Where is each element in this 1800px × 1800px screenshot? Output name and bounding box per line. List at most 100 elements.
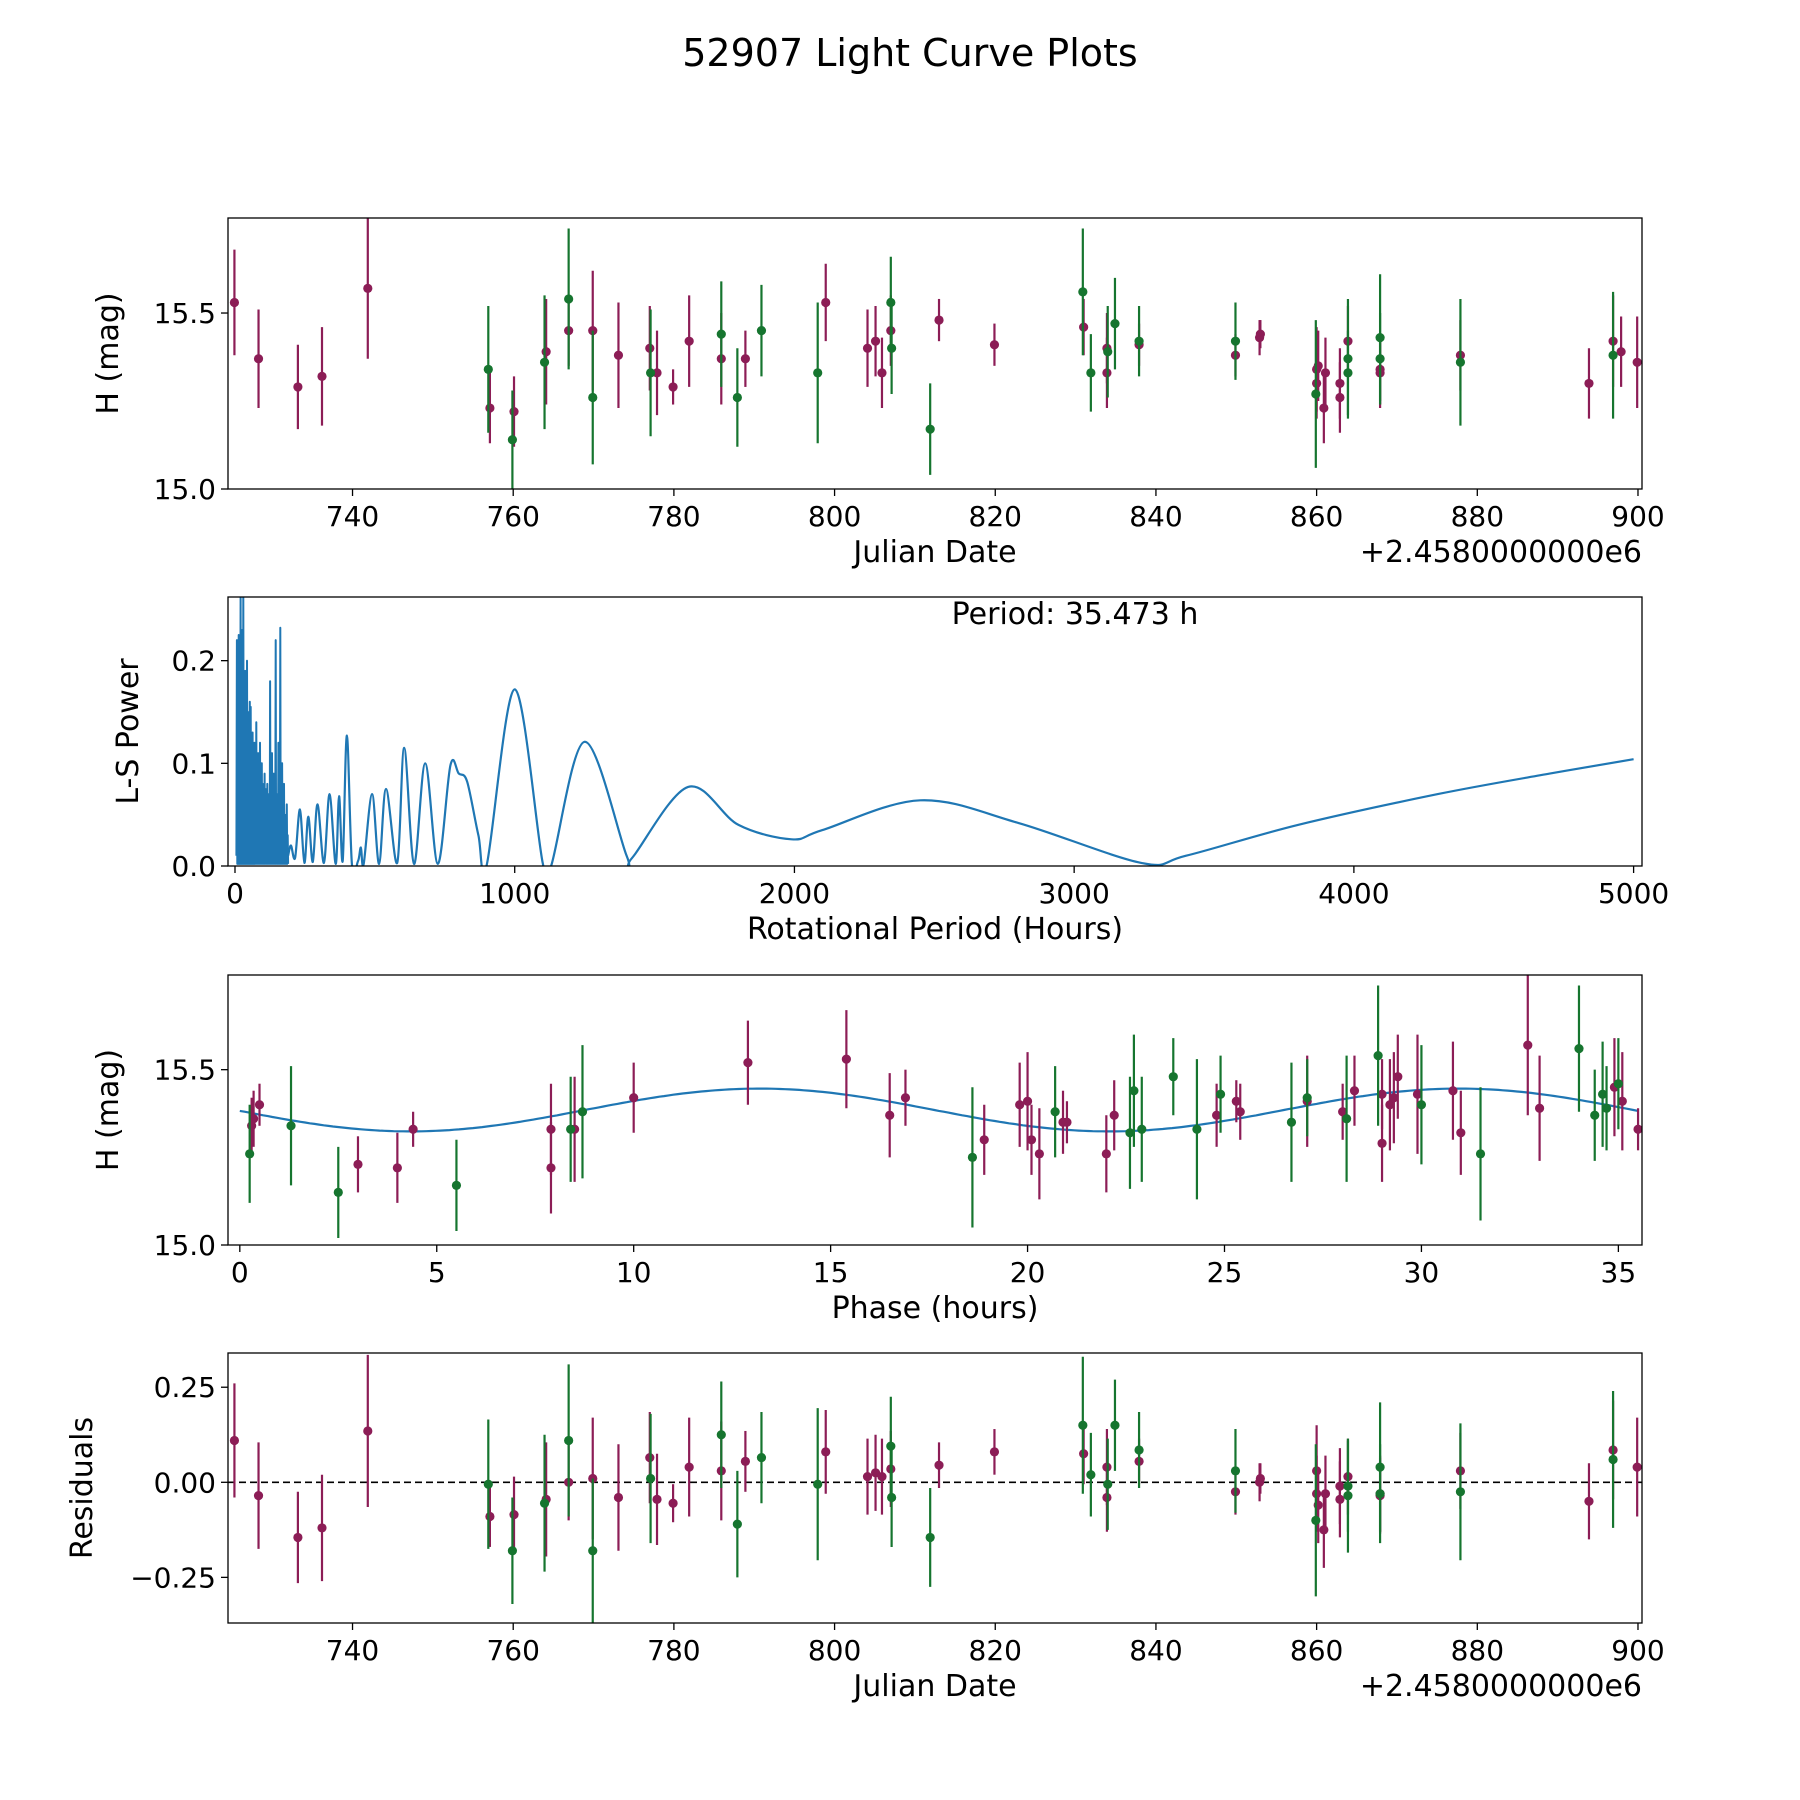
periodogram-short-period-spikes <box>235 597 290 865</box>
x-tick-label: 760 <box>486 500 539 533</box>
data-point <box>989 1447 1000 1457</box>
data-point <box>509 406 519 417</box>
phased-axes-frame <box>227 974 1643 1246</box>
lightcurve-plot-area <box>229 218 1642 489</box>
data-point <box>1598 1089 1608 1099</box>
data-point <box>539 357 550 367</box>
data-point <box>1385 1100 1395 1110</box>
x-tick-label: 880 <box>1451 1634 1504 1667</box>
data-point <box>1377 1138 1387 1148</box>
y-tick-label: 0.1 <box>171 747 216 780</box>
data-point <box>1455 357 1466 367</box>
data-point <box>253 1491 264 1501</box>
x-tick-label: 2000 <box>759 877 830 910</box>
data-point <box>1215 1089 1226 1099</box>
data-point <box>588 392 598 403</box>
x-tick-label: 740 <box>326 1634 379 1667</box>
data-point <box>629 1093 639 1103</box>
data-point <box>821 1447 831 1457</box>
data-point <box>934 315 944 325</box>
data-point <box>1412 1089 1423 1099</box>
data-point <box>1320 368 1331 378</box>
data-point <box>756 326 767 336</box>
data-point <box>1616 347 1626 357</box>
data-point <box>1235 1107 1245 1117</box>
residuals-plot-area <box>228 1354 1642 1623</box>
y-axis-label: H (mag) <box>91 292 126 414</box>
data-point <box>507 435 518 445</box>
residuals-axes-frame <box>227 1352 1643 1624</box>
data-point <box>254 1100 265 1110</box>
data-point <box>363 1426 373 1436</box>
data-point <box>249 1114 259 1124</box>
data-point <box>740 1456 750 1466</box>
data-point <box>1110 318 1120 329</box>
data-point <box>1103 1479 1113 1489</box>
data-point <box>1343 368 1353 378</box>
data-point <box>317 1523 327 1533</box>
data-point <box>1349 1086 1360 1096</box>
x-axis-label: Julian Date <box>851 535 1016 570</box>
lightcurve-panel: 740 760 780 800 820 840 860 880 900 15.0 15.5 Julia… <box>91 217 1665 570</box>
data-point <box>684 1462 694 1472</box>
data-point <box>1086 368 1096 378</box>
data-point <box>229 297 240 308</box>
data-point <box>1341 1114 1352 1124</box>
residuals-panel: 740 760 780 800 820 840 860 880 900 −0.25 0.00 0.25… <box>65 1352 1665 1704</box>
data-point <box>870 336 881 346</box>
data-point <box>1335 392 1345 403</box>
data-point <box>1230 1466 1241 1476</box>
y-tick-label: 15.5 <box>154 297 216 330</box>
data-point <box>989 340 1000 350</box>
data-point <box>900 1093 911 1103</box>
y-tick-label: 15.0 <box>154 473 216 506</box>
data-point <box>1338 1107 1348 1117</box>
data-point <box>740 354 750 364</box>
data-point <box>684 336 694 346</box>
data-point <box>333 1187 343 1198</box>
data-point <box>925 424 935 434</box>
data-point <box>732 1519 742 1529</box>
data-point <box>245 1149 255 1159</box>
x-tick-label: 20 <box>1010 1256 1046 1289</box>
data-point <box>1632 1462 1642 1472</box>
data-point <box>1377 1089 1387 1099</box>
x-tick-label: 780 <box>647 500 700 533</box>
data-point <box>877 1471 887 1482</box>
data-point <box>1534 1103 1545 1113</box>
data-point <box>577 1107 588 1117</box>
data-point <box>353 1159 363 1169</box>
phased-plot-area <box>239 975 1642 1238</box>
data-point <box>756 1452 767 1463</box>
data-point <box>1086 1470 1096 1480</box>
x-tick-label: 30 <box>1404 1256 1440 1289</box>
x-axis-label: Rotational Period (Hours) <box>747 912 1123 947</box>
data-point <box>967 1152 978 1162</box>
x-offset-label: +2.4580000000e6 <box>1360 535 1642 570</box>
data-point <box>645 1473 656 1484</box>
data-point <box>1286 1117 1297 1127</box>
data-point <box>539 1498 550 1508</box>
data-point <box>613 1492 624 1503</box>
x-tick-label: 35 <box>1601 1256 1637 1289</box>
data-point <box>1101 1149 1111 1159</box>
data-point <box>1137 1124 1147 1134</box>
y-tick-label: 0.00 <box>154 1466 216 1499</box>
data-point <box>1343 1481 1353 1491</box>
data-point <box>1212 1110 1222 1120</box>
data-point <box>253 354 264 364</box>
data-point <box>887 343 897 353</box>
data-point <box>668 1498 678 1508</box>
x-tick-label: 800 <box>808 1634 861 1667</box>
phased-series-green <box>245 985 1623 1238</box>
data-point <box>821 297 831 308</box>
data-point <box>1231 1096 1241 1106</box>
data-point <box>1613 1079 1623 1089</box>
data-point <box>1302 1093 1312 1103</box>
data-point <box>887 1492 897 1503</box>
x-tick-label: 820 <box>969 500 1022 533</box>
x-tick-label: 780 <box>647 1634 700 1667</box>
data-point <box>1574 1044 1584 1054</box>
x-tick-label: 15 <box>813 1256 849 1289</box>
